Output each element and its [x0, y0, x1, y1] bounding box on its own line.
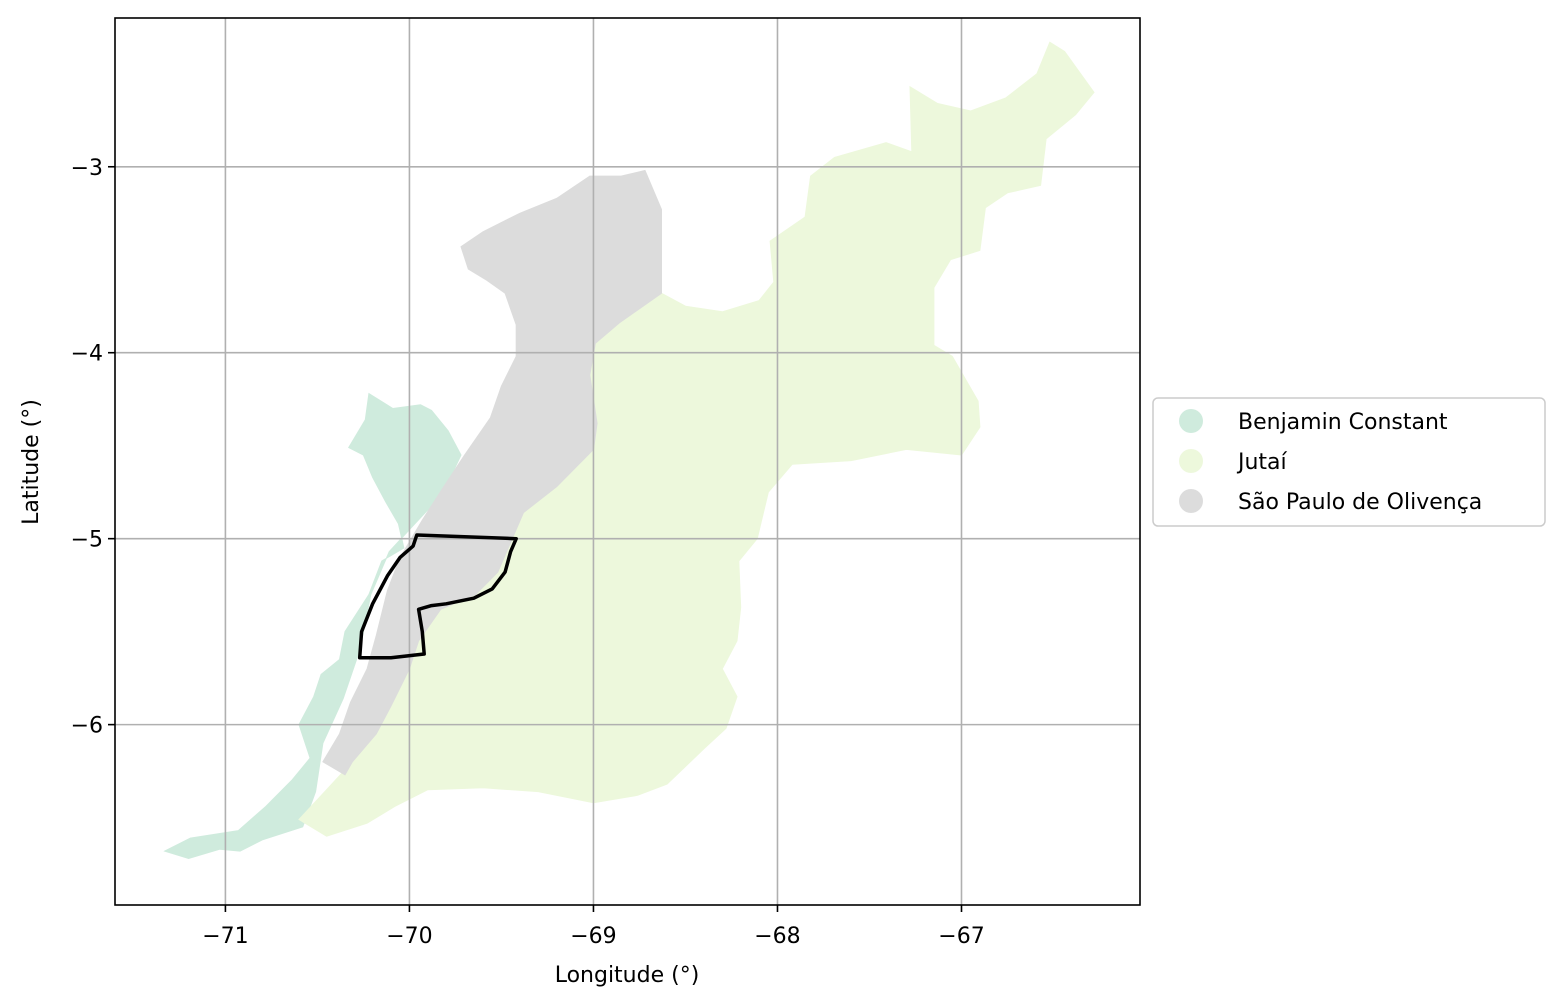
x-tick-label: −71: [202, 924, 248, 949]
legend-marker-sao-paulo-de-olivenca: [1179, 489, 1203, 513]
legend-label-sao-paulo-de-olivenca: São Paulo de Olivença: [1238, 490, 1482, 515]
outline-layer: [357, 533, 518, 660]
boundary-outline: [357, 533, 518, 660]
x-axis: −71 −70 −69 −68 −67: [202, 905, 985, 949]
x-axis-label: Longitude (°): [555, 963, 700, 988]
y-tick-label: −5: [71, 528, 103, 553]
x-tick-label: −68: [754, 924, 800, 949]
legend: Benjamin Constant Jutaí São Paulo de Olive…: [1152, 397, 1546, 527]
grid: [115, 18, 1140, 905]
legend-label-jutai: Jutaí: [1236, 450, 1288, 475]
axes-frame: [114, 17, 1141, 906]
x-tick-label: −67: [938, 924, 984, 949]
region-layer: [163, 41, 1095, 860]
y-axis: −3 −4 −5 −6: [71, 156, 115, 739]
region-benjamin-constant: [163, 392, 462, 860]
legend-marker-jutai: [1179, 449, 1203, 473]
y-tick-label: −6: [71, 714, 103, 739]
y-tick-label: −4: [71, 342, 103, 367]
legend-box: [1152, 397, 1546, 527]
y-tick-label: −3: [71, 156, 103, 181]
legend-label-benjamin-constant: Benjamin Constant: [1238, 410, 1448, 435]
y-axis-label: Latitude (°): [19, 399, 44, 525]
region-sao-paulo-de-olivenca: [322, 169, 662, 776]
x-tick-label: −70: [386, 924, 432, 949]
x-tick-label: −69: [570, 924, 616, 949]
legend-marker-benjamin-constant: [1179, 409, 1203, 433]
